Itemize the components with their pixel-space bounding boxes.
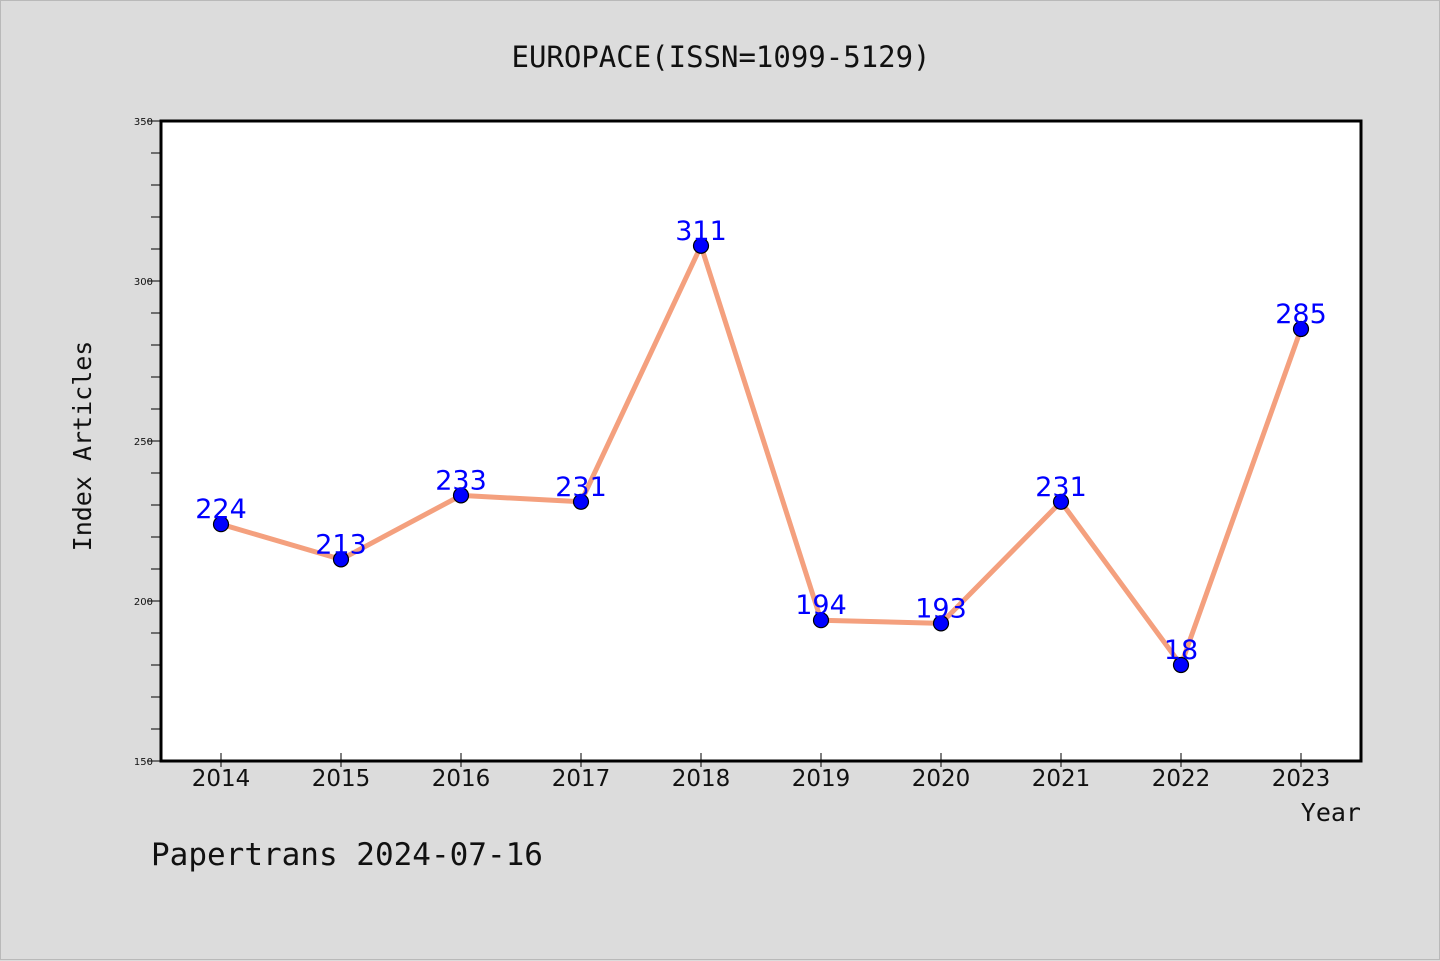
x-tick-label: 2017	[552, 766, 611, 792]
x-tick-label: 2021	[1032, 766, 1091, 792]
data-point	[1172, 656, 1190, 674]
data-label: 231	[1035, 472, 1087, 503]
data-label: 18	[1164, 635, 1198, 666]
x-axis-ticks: 2014 2015 2016 2017 2018 2019 2020 2021 2022 2023	[192, 753, 1331, 792]
data-point	[572, 493, 590, 510]
data-point	[1052, 493, 1070, 510]
data-point	[332, 551, 350, 568]
y-tick-label: 350	[134, 117, 153, 128]
data-label: 194	[795, 590, 847, 621]
data-label: 285	[1275, 299, 1327, 330]
chart-title: EUROPACE(ISSN=1099-5129)	[511, 40, 930, 74]
x-tick-label: 2022	[1152, 766, 1211, 792]
data-point	[932, 615, 950, 632]
data-point	[812, 612, 830, 629]
data-label: 213	[315, 529, 367, 560]
data-label: 311	[675, 216, 727, 247]
y-axis-ticks: 150 200 250 300 350	[134, 117, 161, 768]
x-tick-label: 2020	[912, 766, 971, 792]
y-tick-label: 150	[134, 757, 153, 768]
data-label: 193	[915, 593, 967, 624]
series-line	[220, 243, 1304, 668]
x-tick-label: 2016	[432, 766, 491, 792]
footer-credit: Papertrans 2024-07-16	[151, 837, 543, 873]
data-points	[212, 237, 1310, 674]
y-tick-label: 250	[134, 437, 153, 448]
x-tick-label: 2015	[312, 766, 371, 792]
data-label: 231	[555, 472, 607, 503]
x-tick-label: 2019	[792, 766, 851, 792]
data-labels: 224 213 233 231 311 194 193 231 18 285	[195, 216, 1327, 666]
x-axis-label: Year	[1301, 798, 1361, 827]
data-label: 233	[435, 465, 487, 496]
data-point	[1292, 320, 1310, 338]
x-tick-label: 2014	[192, 766, 251, 792]
y-tick-label: 300	[134, 277, 153, 288]
data-point	[692, 237, 710, 254]
x-tick-label: 2018	[672, 766, 731, 792]
data-label: 224	[195, 494, 247, 525]
y-axis-label: Index Articles	[68, 341, 97, 552]
x-tick-label: 2023	[1272, 766, 1331, 792]
plot-frame	[159, 119, 1363, 763]
data-point	[452, 487, 470, 504]
y-tick-label: 200	[134, 597, 153, 608]
data-point	[212, 516, 230, 533]
